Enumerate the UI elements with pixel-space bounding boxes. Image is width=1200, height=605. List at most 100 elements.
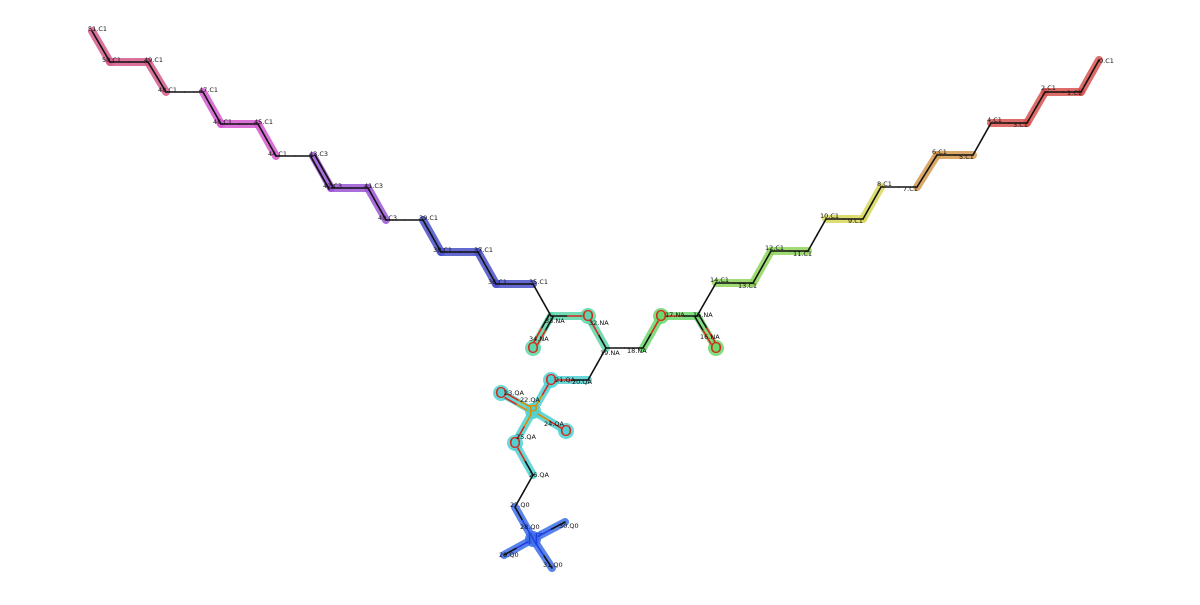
bond-22-24-b xyxy=(548,420,562,429)
atom-label-2: 2.C1 xyxy=(1041,84,1056,92)
bond-19-20-a xyxy=(596,347,607,365)
bond-28-30-a xyxy=(537,528,553,537)
bond-14-15-b xyxy=(696,298,708,317)
atom-label-3: 3.C1 xyxy=(1013,121,1028,129)
atom-label-18: 18.NA xyxy=(627,347,647,355)
atom-label-17: 17.NA xyxy=(665,311,685,319)
bond-44-45-a xyxy=(266,139,277,157)
atom-highlight-34 xyxy=(525,340,541,356)
atom-label-16: 16.NA xyxy=(700,333,720,341)
atom-label-38: 38.C1 xyxy=(433,246,452,254)
bond-46-47-b xyxy=(202,91,213,109)
bond-19-20-b xyxy=(587,363,598,381)
atom-label-51: 51.C1 xyxy=(88,25,107,33)
bond-33-34-line1-b xyxy=(533,327,543,343)
atom-label-24: 24.QA xyxy=(544,420,564,428)
bond-8-9-b xyxy=(862,202,873,220)
bond-10-11-a xyxy=(816,218,827,236)
bond-22-23-line1-a xyxy=(517,399,530,407)
atom-symbol-17: O xyxy=(655,307,667,325)
bond-6-7-a xyxy=(926,154,938,172)
atom-label-30: 30.Q0 xyxy=(559,522,579,530)
bond-2-3-b xyxy=(1026,106,1037,124)
atom-label-27: 27.Q0 xyxy=(510,501,530,509)
bond-28-31-b xyxy=(543,555,553,569)
atom-label-35: 35.C1 xyxy=(529,278,548,286)
atom-label-26: 26.QA xyxy=(529,471,549,479)
atom-label-49: 49.C1 xyxy=(144,56,163,64)
atom-highlight-22 xyxy=(525,403,541,419)
bond-22-24-a xyxy=(537,413,551,422)
atom-symbol-25: O xyxy=(509,434,521,452)
bond-0-1-a xyxy=(1089,59,1100,77)
bond-33-34-line2-a xyxy=(544,316,554,332)
bond-22-23-line2-b xyxy=(504,397,517,405)
atom-label-28: 28.Q0 xyxy=(520,523,540,531)
bond-48-49-a xyxy=(156,76,167,93)
bond-layer xyxy=(91,30,1100,569)
atom-label-33: 33.NA xyxy=(545,317,565,325)
bond-50-51-a xyxy=(100,45,111,63)
atom-label-9: 9.C1 xyxy=(848,217,863,225)
atom-highlight-24 xyxy=(558,423,574,439)
atom-label-39: 39.C1 xyxy=(419,214,438,222)
atom-label-4: 4.C1 xyxy=(987,116,1002,124)
bond-33-34-line2-b xyxy=(537,329,547,345)
atom-symbol-28: N xyxy=(527,530,538,548)
atom-label-20: 20.QA xyxy=(572,378,592,386)
atom-label-46: 46.C1 xyxy=(213,118,232,126)
atom-highlight-28 xyxy=(525,531,541,547)
atom-label-41: 41.C3 xyxy=(364,182,383,190)
atom-symbol-22: P xyxy=(528,402,537,420)
atom-label-47: 47.C1 xyxy=(199,86,218,94)
bond-44-45-b xyxy=(257,123,268,141)
atom-highlight-23 xyxy=(493,385,509,401)
bond-33-35-a xyxy=(541,299,552,317)
atom-label-43: 43.C3 xyxy=(309,150,328,158)
bond-15-16-line2-b xyxy=(706,327,716,343)
bond-38-39-a xyxy=(431,235,442,253)
atom-label-29: 29.Q0 xyxy=(499,551,519,559)
bond-22-23-line1-b xyxy=(506,393,519,401)
bond-22-25-b xyxy=(517,426,525,439)
atom-label-15: 15.NA xyxy=(693,311,713,319)
bond-10-11-b xyxy=(807,234,818,252)
atom-label-14: 14.C1 xyxy=(710,276,729,284)
atom-label-36: 36.C1 xyxy=(488,278,507,286)
atom-highlight-21 xyxy=(543,372,559,388)
bond-25-26-b xyxy=(524,460,534,476)
highlight-layer xyxy=(88,27,1103,572)
bond-0-1-b xyxy=(1080,75,1091,93)
bond-19-32-b xyxy=(590,320,600,336)
bond-26-27-b xyxy=(514,490,525,508)
atom-label-8: 8.C1 xyxy=(877,180,892,188)
bond-38-39-b xyxy=(422,219,433,237)
bond-50-51-b xyxy=(91,30,102,48)
bond-46-47-a xyxy=(211,107,222,125)
atom-label-22: 22.QA xyxy=(520,396,540,404)
atom-highlight-32 xyxy=(580,308,596,324)
bond-36-37-a xyxy=(486,267,497,285)
atom-label-layer: 0.C1 1.C1 2.C1 3.C1 4.C1 5.C1 6.C1 7.C1 8.C1 9.C1… xyxy=(88,25,1114,569)
atom-label-11: 11.C1 xyxy=(793,250,812,258)
bond-12-13-b xyxy=(752,266,763,284)
bond-2-3-a xyxy=(1035,91,1046,109)
atom-label-44: 44.C1 xyxy=(268,150,287,158)
atom-symbol-24: O xyxy=(560,422,572,440)
bond-19-32-a xyxy=(597,333,607,349)
bond-21-22-a xyxy=(541,384,549,397)
bond-17-18-a xyxy=(649,320,659,336)
atom-label-32: 32.NA xyxy=(589,319,609,327)
atom-highlight-16 xyxy=(708,340,724,356)
atom-label-25: 25.QA xyxy=(516,433,536,441)
bond-40-41-a xyxy=(376,203,387,221)
bond-15-16-line1-a xyxy=(694,316,704,332)
atom-label-0: 0.C1 xyxy=(1099,57,1114,65)
atom-label-1: 1.C1 xyxy=(1067,89,1082,97)
bond-22-25-a xyxy=(523,415,531,428)
bond-17-18-b xyxy=(642,333,652,349)
bond-42-43-line1-a xyxy=(323,170,334,188)
atom-highlight-25 xyxy=(507,435,523,451)
atom-label-45: 45.C1 xyxy=(254,118,273,126)
